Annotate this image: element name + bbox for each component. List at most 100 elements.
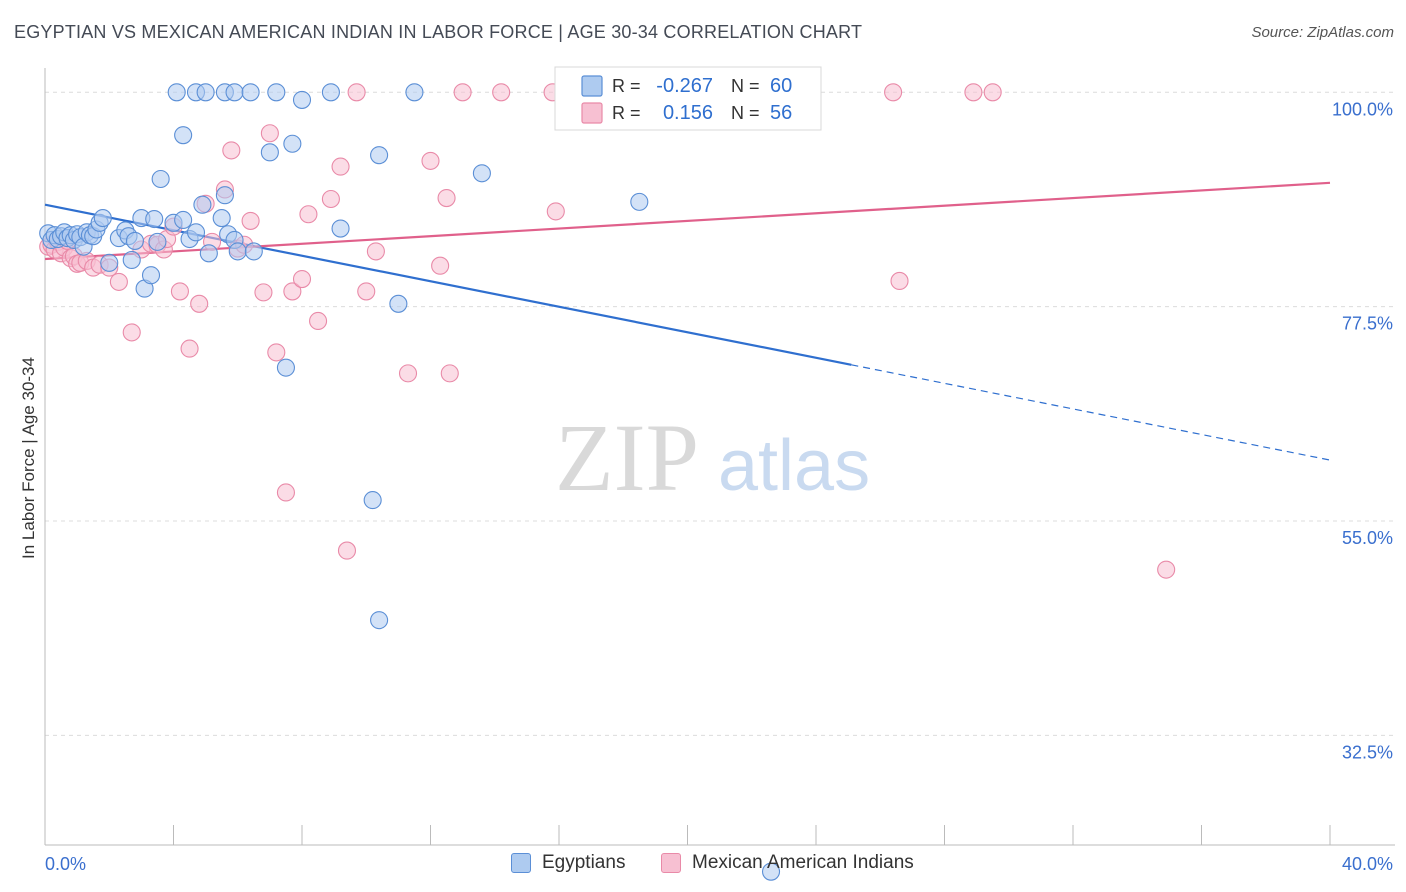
point-egyptians bbox=[186, 223, 206, 242]
point-mexican-american-indians bbox=[1157, 560, 1176, 579]
point-mexican-american-indians bbox=[180, 339, 199, 358]
stats-n-label-pink: N = bbox=[731, 103, 760, 123]
point-egyptians bbox=[267, 83, 286, 102]
point-mexican-american-indians bbox=[431, 256, 450, 275]
stats-n-value-pink: 56 bbox=[770, 102, 792, 124]
point-mexican-american-indians bbox=[254, 283, 273, 302]
point-egyptians bbox=[215, 186, 234, 205]
stats-r-value-blue: -0.267 bbox=[656, 75, 713, 97]
point-egyptians bbox=[212, 209, 231, 228]
point-egyptians bbox=[225, 83, 244, 102]
y-tick-label: 32.5% bbox=[1342, 742, 1393, 762]
watermark-atlas: atlas bbox=[718, 426, 870, 506]
point-egyptians bbox=[141, 266, 161, 285]
point-mexican-american-indians bbox=[398, 364, 418, 383]
point-egyptians bbox=[196, 83, 215, 102]
trend-line-egyptians-extrapolated bbox=[851, 364, 1331, 461]
legend-item-egyptians[interactable]: Egyptians bbox=[511, 852, 625, 874]
stats-swatch-pink bbox=[581, 102, 603, 124]
bottom-legend: Egyptians Mexican American Indians bbox=[0, 852, 1406, 878]
point-egyptians bbox=[321, 83, 340, 102]
point-mexican-american-indians bbox=[366, 242, 385, 261]
point-mexican-american-indians bbox=[337, 541, 357, 560]
point-mexican-american-indians bbox=[222, 141, 241, 160]
point-egyptians bbox=[260, 143, 279, 162]
point-egyptians bbox=[283, 134, 302, 153]
point-mexican-american-indians bbox=[260, 124, 279, 143]
y-tick-label: 100.0% bbox=[1332, 99, 1393, 119]
point-mexican-american-indians bbox=[241, 211, 260, 230]
x-ticks bbox=[173, 825, 1331, 845]
point-mexican-american-indians bbox=[109, 272, 128, 291]
stats-r-label-blue: R = bbox=[612, 76, 641, 96]
point-mexican-american-indians bbox=[283, 282, 302, 301]
point-mexican-american-indians bbox=[357, 282, 376, 301]
point-egyptians bbox=[331, 219, 350, 238]
point-egyptians bbox=[276, 358, 295, 377]
x-tick-label-min: 0.0% bbox=[45, 854, 86, 874]
point-egyptians bbox=[228, 242, 247, 261]
point-egyptians bbox=[244, 242, 263, 261]
point-egyptians bbox=[167, 83, 186, 102]
point-egyptians bbox=[122, 250, 141, 270]
watermark-zip: ZIP bbox=[555, 404, 699, 511]
stats-n-label-blue: N = bbox=[731, 76, 760, 96]
point-mexican-american-indians bbox=[299, 205, 318, 224]
point-egyptians bbox=[93, 209, 112, 228]
point-egyptians bbox=[174, 126, 193, 145]
point-mexican-american-indians bbox=[267, 343, 286, 362]
axes bbox=[44, 68, 1395, 846]
point-egyptians bbox=[125, 231, 144, 250]
point-mexican-american-indians bbox=[170, 282, 189, 301]
point-egyptians bbox=[363, 491, 382, 510]
point-mexican-american-indians bbox=[321, 189, 340, 209]
legend-label-egyptians: Egyptians bbox=[542, 852, 626, 873]
point-mexican-american-indians bbox=[331, 157, 350, 176]
point-mexican-american-indians bbox=[276, 483, 295, 502]
y-axis-label: In Labor Force | Age 30-34 bbox=[19, 357, 38, 559]
point-mexican-american-indians bbox=[421, 151, 440, 170]
point-egyptians bbox=[151, 169, 170, 189]
point-mexican-american-indians bbox=[440, 364, 459, 383]
point-mexican-american-indians bbox=[347, 83, 366, 102]
point-mexican-american-indians bbox=[292, 269, 312, 289]
point-mexican-american-indians bbox=[309, 311, 328, 331]
chart-source: Source: ZipAtlas.com bbox=[1251, 24, 1394, 41]
point-mexican-american-indians bbox=[884, 83, 903, 102]
point-egyptians bbox=[370, 146, 389, 165]
point-mexican-american-indians bbox=[122, 323, 141, 342]
point-mexican-american-indians bbox=[190, 294, 209, 313]
point-egyptians bbox=[148, 232, 167, 251]
legend-item-mexican-american-indians[interactable]: Mexican American Indians bbox=[661, 852, 914, 874]
point-egyptians bbox=[193, 195, 212, 214]
point-egyptians bbox=[389, 294, 408, 313]
y-tick-labels: 100.0% 77.5% 55.0% 32.5% bbox=[1332, 99, 1393, 762]
y-tick-label: 77.5% bbox=[1342, 314, 1393, 334]
series-egyptians bbox=[39, 83, 781, 881]
legend-swatch-mexican-american-indians bbox=[661, 853, 681, 873]
stats-r-label-pink: R = bbox=[612, 103, 641, 123]
chart-title: EGYPTIAN VS MEXICAN AMERICAN INDIAN IN L… bbox=[14, 22, 863, 42]
point-egyptians bbox=[174, 210, 193, 230]
point-egyptians bbox=[761, 862, 781, 881]
stats-legend: R = -0.267 N = 60 R = 0.156 N = 56 bbox=[554, 66, 822, 131]
point-mexican-american-indians bbox=[890, 271, 909, 290]
stats-swatch-blue bbox=[581, 75, 603, 97]
gridlines bbox=[45, 91, 1395, 736]
point-egyptians bbox=[292, 90, 312, 109]
y-tick-label: 55.0% bbox=[1342, 528, 1393, 548]
point-egyptians bbox=[199, 244, 218, 263]
point-egyptians bbox=[100, 253, 119, 272]
point-egyptians bbox=[145, 209, 164, 229]
point-egyptians bbox=[405, 83, 424, 102]
legend-swatch-egyptians bbox=[511, 853, 531, 873]
stats-r-value-pink: 0.156 bbox=[663, 102, 713, 124]
point-mexican-american-indians bbox=[453, 83, 472, 102]
point-mexican-american-indians bbox=[492, 83, 511, 102]
watermark: ZIP atlas bbox=[555, 404, 870, 511]
point-egyptians bbox=[472, 164, 491, 183]
point-egyptians bbox=[630, 192, 649, 211]
legend-label-mexican-american-indians: Mexican American Indians bbox=[692, 852, 914, 873]
x-tick-label-max: 40.0% bbox=[1342, 854, 1393, 874]
